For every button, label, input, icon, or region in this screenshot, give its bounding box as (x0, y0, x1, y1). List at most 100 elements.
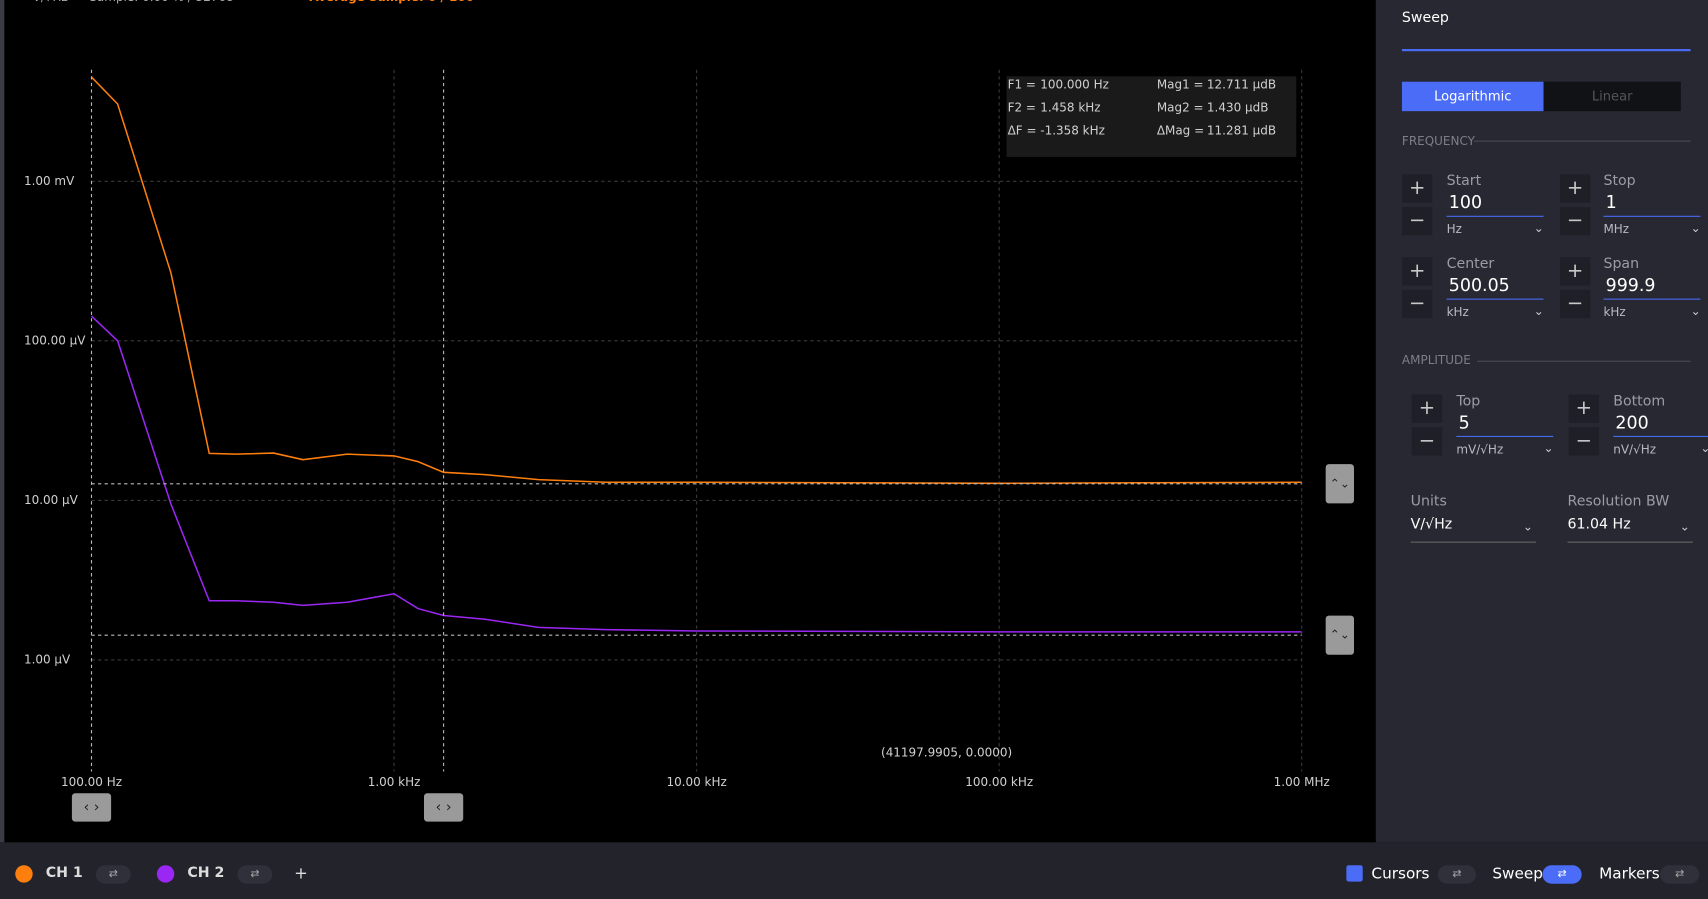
field-unit: kHz (1446, 305, 1469, 320)
readout-value: -1.358 kHz (1040, 123, 1105, 137)
readout-box (1006, 76, 1297, 157)
section-label: AMPLITUDE (1401, 353, 1471, 368)
plus-button[interactable]: + (1401, 257, 1433, 286)
tool-toggle[interactable]: ⇄ (1660, 865, 1700, 884)
readout-value: 11.281 µdB (1207, 123, 1276, 137)
chevron: ⌄ (1522, 519, 1533, 534)
field-label: Stop (1603, 173, 1636, 190)
field-value[interactable]: 1 (1605, 191, 1617, 213)
readout-value: 1.458 kHz (1040, 100, 1100, 114)
chevron: ⌄ (1679, 519, 1690, 534)
handle-icon: ‹ › (436, 799, 452, 815)
field-unit: Hz (1446, 222, 1462, 237)
chevron: ⌄ (1533, 221, 1544, 236)
field-unit: nV/√Hz (1613, 442, 1657, 457)
y-tick-label: 100.00 µV (24, 333, 86, 347)
minus-button[interactable]: − (1568, 427, 1600, 456)
readout-label: ΔF = (1008, 123, 1037, 137)
channel-dot[interactable] (15, 865, 33, 883)
x-tick-label: 100.00 kHz (965, 775, 1033, 789)
chevron: ⌄ (1690, 304, 1701, 319)
readout-label: F1 = (1008, 77, 1036, 91)
tool[interactable]: Cursors (1371, 865, 1430, 883)
cursors-check[interactable] (1346, 865, 1363, 882)
channel-settings[interactable]: ⇄ (95, 865, 131, 884)
section-rule (1477, 360, 1691, 362)
field-underline (1456, 435, 1554, 437)
readout-label: ΔMag = (1157, 123, 1204, 137)
cursor-handle (1325, 615, 1354, 655)
field-value[interactable]: 100 (1448, 191, 1483, 213)
minus-button[interactable]: − (1559, 289, 1591, 319)
field-unit: mV/√Hz (1456, 442, 1504, 457)
tool[interactable]: Markers (1599, 865, 1660, 883)
readout-value: 12.711 µdB (1207, 77, 1276, 91)
field-underline (1613, 435, 1708, 437)
channel-name[interactable]: CH 2 (187, 865, 225, 882)
plus-button[interactable]: + (1411, 394, 1443, 423)
mode-log[interactable]: Logarithmic (1401, 81, 1544, 112)
readout-value: 100.000 Hz (1040, 77, 1109, 91)
cursor-handle (71, 793, 112, 822)
handle-icon: ⌃⌄ (1330, 628, 1350, 642)
field-underline (1603, 215, 1701, 217)
field-value[interactable]: 5 (1458, 411, 1470, 433)
readout-label: F2 = (1008, 100, 1036, 114)
chevron: ⌄ (1700, 441, 1708, 455)
edge (0, 0, 5, 843)
channel-name[interactable]: CH 1 (45, 865, 83, 882)
field-label: Bottom (1613, 393, 1666, 410)
readout-label: Mag1 = (1157, 77, 1204, 91)
sidebar-title: Sweep (1401, 9, 1449, 27)
footer (0, 842, 1708, 899)
field-label: Top (1456, 393, 1481, 410)
rbw-value[interactable]: 61.04 Hz (1567, 516, 1631, 533)
plus-button[interactable]: + (1559, 257, 1591, 286)
section-rule (1473, 140, 1691, 142)
minus-button[interactable]: − (1401, 289, 1433, 319)
handle-icon: ‹ › (84, 799, 100, 815)
field-underline (1603, 298, 1701, 300)
minus-button[interactable]: − (1411, 427, 1443, 456)
title-underline (1401, 49, 1691, 52)
tool-toggle[interactable]: ⇄ (1437, 865, 1477, 884)
handle-icon: ⌃⌄ (1330, 476, 1350, 490)
field-value[interactable]: 999.9 (1605, 274, 1656, 296)
chevron: ⌄ (1543, 441, 1554, 456)
units-label: Units (1410, 493, 1447, 510)
underline (1567, 541, 1693, 543)
trace (90, 315, 1302, 633)
units-value[interactable]: V/√Hz (1410, 516, 1453, 533)
field-unit: kHz (1603, 305, 1626, 320)
field-label: Center (1446, 256, 1495, 273)
y-tick-label: 1.00 mV (24, 174, 75, 188)
y-tick-label: 10.00 µV (24, 493, 79, 507)
field-underline (1446, 215, 1544, 217)
field-value[interactable]: 500.05 (1448, 274, 1510, 296)
tool-toggle[interactable]: ⇄ (1542, 865, 1582, 884)
underline (1410, 541, 1536, 543)
minus-button[interactable]: − (1559, 207, 1591, 236)
section-label: FREQUENCY (1401, 134, 1475, 149)
cursor-handle (423, 793, 464, 822)
y-tick-label: 1.00 µV (24, 652, 71, 666)
mode-linear[interactable]: Linear (1543, 81, 1681, 112)
field-unit: MHz (1603, 222, 1630, 237)
readout-label: Mag2 = (1157, 100, 1204, 114)
coordinate: (41197.9905, 0.0000) (881, 745, 1012, 759)
chevron: ⌄ (1690, 221, 1701, 236)
field-underline (1446, 298, 1544, 300)
rbw-label: Resolution BW (1567, 493, 1670, 510)
minus-button[interactable]: − (1401, 207, 1433, 236)
channel-settings[interactable]: ⇄ (237, 865, 273, 884)
plus-button[interactable]: + (1401, 174, 1433, 203)
readout-value: 1.430 µdB (1207, 100, 1268, 114)
field-value[interactable]: 200 (1615, 411, 1649, 433)
tool[interactable]: Sweep (1492, 865, 1543, 883)
trace (90, 76, 1302, 485)
channel-dot[interactable] (156, 865, 175, 883)
plus-button[interactable]: + (1559, 174, 1591, 203)
plus-button[interactable]: + (1568, 394, 1600, 423)
add-channel[interactable]: + (294, 863, 308, 883)
